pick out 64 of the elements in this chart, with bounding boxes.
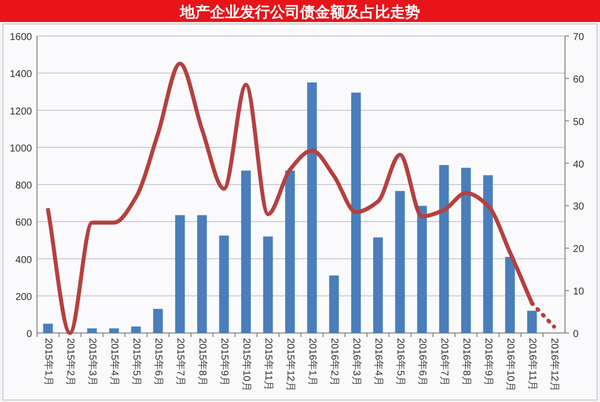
bar	[285, 170, 295, 333]
y2-tick-label: 40	[573, 159, 585, 170]
x-tick-label: 2016年11月	[526, 338, 538, 391]
x-tick-label: 2016年7月	[438, 338, 450, 386]
y2-tick-label: 20	[573, 244, 585, 256]
bar	[395, 190, 405, 333]
x-tick-label: 2015年1月	[42, 338, 54, 386]
bar	[87, 328, 97, 333]
y2-tick-label: 10	[573, 286, 585, 298]
bar	[263, 236, 273, 333]
x-tick-label: 2015年12月	[284, 338, 296, 392]
bar	[417, 206, 427, 333]
y-tick-label: 1600	[10, 32, 32, 43]
y-tick-label: 1400	[10, 69, 32, 80]
x-tick-label: 2016年5月	[394, 338, 406, 386]
bar	[351, 92, 361, 333]
y2-tick-label: 60	[573, 74, 585, 86]
bar	[197, 215, 207, 333]
x-tick-label: 2015年8月	[196, 338, 208, 386]
y-tick-label: 1000	[10, 143, 32, 154]
x-tick-label: 2015年9月	[218, 338, 230, 386]
bar	[109, 328, 119, 333]
y-tick-label: 600	[15, 218, 32, 229]
y2-tick-label: 50	[573, 116, 585, 128]
bar	[131, 326, 141, 333]
y-tick-label: 400	[15, 254, 32, 266]
bar	[219, 236, 229, 333]
x-tick-label: 2016年2月	[328, 338, 340, 386]
x-tick-label: 2016年1月	[306, 338, 318, 386]
y2-tick-label: 0	[573, 329, 579, 340]
x-tick-label: 2016年3月	[350, 338, 362, 386]
y-tick-label: 0	[26, 329, 32, 340]
x-tick-label: 2016年9月	[482, 338, 494, 386]
bar	[153, 308, 163, 333]
bar	[505, 256, 515, 333]
y-tick-label: 200	[15, 292, 32, 303]
x-tick-label: 2015年5月	[130, 338, 142, 386]
x-tick-label: 2015年10月	[240, 338, 252, 392]
bar	[307, 82, 317, 333]
x-tick-label: 2015年2月	[64, 338, 76, 386]
y-tick-label: 1200	[10, 106, 32, 118]
y-tick-label: 800	[15, 180, 32, 192]
x-tick-label: 2015年6月	[152, 338, 164, 386]
bar	[241, 170, 251, 333]
y2-tick-label: 70	[573, 32, 585, 43]
x-tick-label: 2015年7月	[174, 338, 186, 386]
chart-title: 地产企业发行公司债金额及占比走势	[179, 3, 420, 21]
bar	[461, 168, 471, 333]
x-tick-label: 2015年4月	[108, 338, 120, 386]
bar	[175, 215, 185, 333]
bar	[483, 175, 493, 333]
x-tick-label: 2016年4月	[372, 338, 384, 386]
x-tick-label: 2016年6月	[416, 338, 428, 386]
x-tick-label: 2016年12月	[548, 338, 560, 392]
bar	[43, 324, 53, 333]
bar	[373, 237, 383, 333]
x-tick-label: 2015年3月	[86, 338, 98, 386]
bar	[439, 165, 449, 333]
x-tick-label: 2016年8月	[460, 338, 472, 386]
x-tick-label: 2015年11月	[262, 338, 274, 391]
x-tick-label: 2016年10月	[504, 338, 516, 392]
bar	[329, 275, 339, 333]
bar	[527, 310, 537, 333]
y2-tick-label: 30	[573, 202, 585, 213]
